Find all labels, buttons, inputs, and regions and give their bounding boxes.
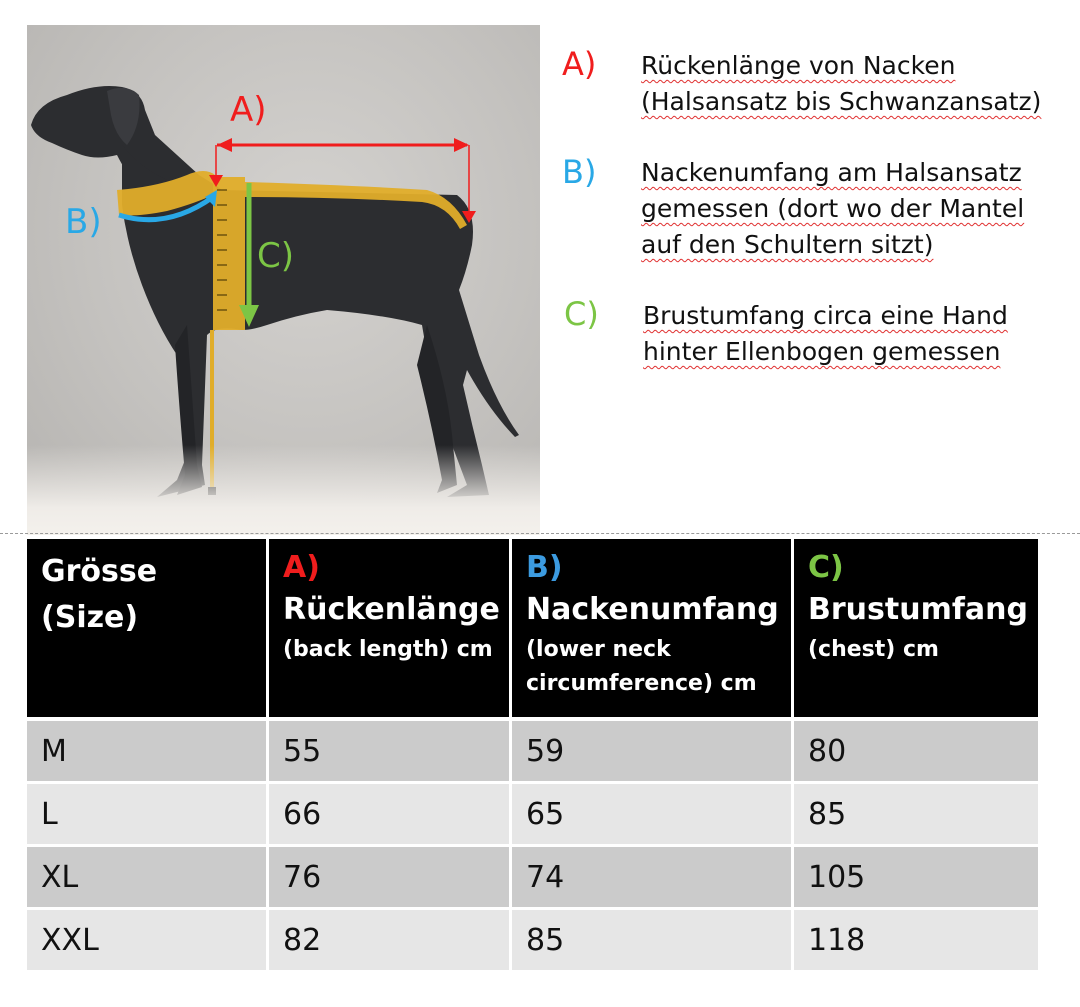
legend-a-line-2: (Halsansatz bis Schwanzansatz) <box>641 87 1042 116</box>
cell-neck: 59 <box>512 721 791 781</box>
header-back-length-sub: (back length) cm <box>283 637 493 662</box>
legend-b-line-3: auf den Schultern sitzt) <box>641 230 934 259</box>
legend-a-line-1: Rückenlänge von Nacken <box>641 51 956 80</box>
cell-back-length: 76 <box>269 847 509 907</box>
legend-text-b: Nackenumfang am Halsansatz gemessen (dor… <box>641 155 1024 263</box>
cell-back-length: 66 <box>269 784 509 844</box>
table-header-row: Grösse (Size) A) Rückenlänge (back lengt… <box>27 539 1038 717</box>
cell-neck: 65 <box>512 784 791 844</box>
cell-back-length: 82 <box>269 910 509 970</box>
dog-illustration <box>31 86 519 497</box>
legend-b-line-1: Nackenumfang am Halsansatz <box>641 158 1022 187</box>
legend-c-line-1: Brustumfang circa eine Hand <box>643 301 1008 330</box>
header-letter-b: B) <box>526 550 563 585</box>
header-back-length: A) Rückenlänge (back length) cm <box>269 539 509 717</box>
cell-size: M <box>27 721 266 781</box>
header-neck-label: Nackenumfang <box>526 592 779 627</box>
cell-neck: 85 <box>512 910 791 970</box>
cell-chest: 80 <box>794 721 1038 781</box>
header-neck-sub-1: (lower neck <box>526 637 671 662</box>
size-table: Grösse (Size) A) Rückenlänge (back lengt… <box>24 539 1041 970</box>
table-row: XL 76 74 105 <box>27 847 1038 907</box>
cell-size: XL <box>27 847 266 907</box>
legend-letter-c: C) <box>564 295 599 333</box>
header-chest-sub: (chest) cm <box>808 637 939 662</box>
legend-c-line-2: hinter Ellenbogen gemessen <box>643 337 1001 366</box>
legend-letter-a: A) <box>562 45 597 83</box>
header-letter-a: A) <box>283 550 320 585</box>
header-size-label: Grösse (Size) <box>41 554 158 635</box>
cell-chest: 85 <box>794 784 1038 844</box>
header-neck: B) Nackenumfang (lower neck circumferenc… <box>512 539 791 717</box>
header-chest: C) Brustumfang (chest) cm <box>794 539 1038 717</box>
label-c: C) <box>257 236 295 276</box>
legend-b-line-2: gemessen (dort wo der Mantel <box>641 194 1025 223</box>
label-b: B) <box>65 202 102 242</box>
photo-floor <box>27 445 540 535</box>
table-row: M 55 59 80 <box>27 721 1038 781</box>
legend-letter-b: B) <box>562 153 597 191</box>
cell-chest: 105 <box>794 847 1038 907</box>
header-back-length-label: Rückenlänge <box>283 592 500 627</box>
header-size: Grösse (Size) <box>27 539 266 717</box>
header-letter-c: C) <box>808 550 844 585</box>
cell-back-length: 55 <box>269 721 509 781</box>
cell-size: L <box>27 784 266 844</box>
legend-text-a: Rückenlänge von Nacken (Halsansatz bis S… <box>641 48 1041 120</box>
label-a: A) <box>230 90 267 130</box>
dog-measurement-image: A) B) C) <box>27 25 540 535</box>
header-neck-sub-2: circumference) cm <box>526 671 757 696</box>
table-row: XXL 82 85 118 <box>27 910 1038 970</box>
table-row: L 66 65 85 <box>27 784 1038 844</box>
header-chest-label: Brustumfang <box>808 592 1028 627</box>
cell-neck: 74 <box>512 847 791 907</box>
cell-size: XXL <box>27 910 266 970</box>
cell-chest: 118 <box>794 910 1038 970</box>
dashed-divider <box>0 533 1080 534</box>
legend-text-c: Brustumfang circa eine Hand hinter Ellen… <box>643 298 1008 370</box>
